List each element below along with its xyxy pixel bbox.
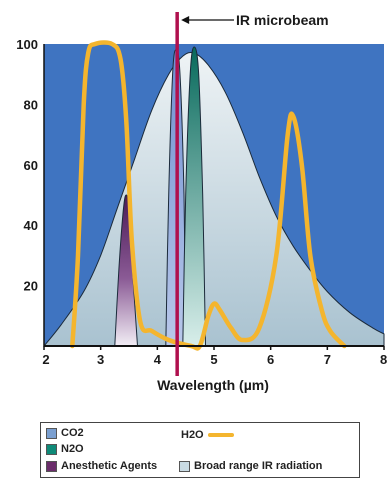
x-tick-label: 3 [97, 352, 104, 367]
legend: CO2 N2O Anesthetic Agents Broad range IR… [40, 422, 360, 478]
legend-swatch-n2o [46, 443, 57, 455]
legend-label-anesthetic-agents: Anesthetic Agents [61, 460, 158, 472]
annotation-arrowhead [181, 16, 190, 24]
series-layer [42, 40, 385, 351]
x-tick-label: 2 [42, 352, 49, 367]
legend-item-h2o: H2O [181, 429, 234, 441]
legend-item-anesthetic-agents: Anesthetic Agents [46, 460, 157, 472]
legend-item-broad-range: Broad range IR radiation [179, 460, 322, 472]
legend-item-co2: CO2 [46, 427, 84, 439]
x-axis-label: Wavelength (µm) [157, 377, 269, 393]
y-tick-label: 80 [24, 97, 38, 112]
y-tick-label: 20 [24, 279, 38, 294]
y-tick-label: 40 [24, 218, 38, 233]
annotation-layer: IR microbeam [175, 12, 329, 376]
legend-label-co2: CO2 [61, 427, 84, 439]
legend-item-n2o: N2O [46, 443, 84, 455]
x-tick-label: 6 [267, 352, 274, 367]
x-tick-label: 8 [380, 352, 387, 367]
y-tick-label: 60 [24, 158, 38, 173]
x-tick-label: 5 [210, 352, 217, 367]
y-tick-label: 100 [16, 37, 38, 52]
legend-label-h2o: H2O [181, 429, 204, 441]
legend-swatch-anesthetic-agents [46, 460, 57, 472]
series-n2o [182, 46, 207, 347]
legend-label-n2o: N2O [61, 443, 84, 455]
x-tick-label: 4 [154, 352, 162, 367]
series-h2o [70, 40, 347, 351]
legend-swatch-broad-range [179, 460, 190, 472]
legend-swatch-h2o [207, 433, 234, 437]
x-tick-label: 7 [324, 352, 331, 367]
legend-swatch-co2 [46, 427, 57, 439]
ticks-layer: 2 3 4 5 6 7 8 20 40 60 80 100 [16, 37, 387, 367]
legend-label-broad-range: Broad range IR radiation [194, 460, 323, 472]
annotation-ir-microbeam: IR microbeam [236, 12, 329, 28]
spectrum-chart: 2 3 4 5 6 7 8 20 40 60 80 100 IR microbeam Waveleng… [16, 12, 387, 393]
